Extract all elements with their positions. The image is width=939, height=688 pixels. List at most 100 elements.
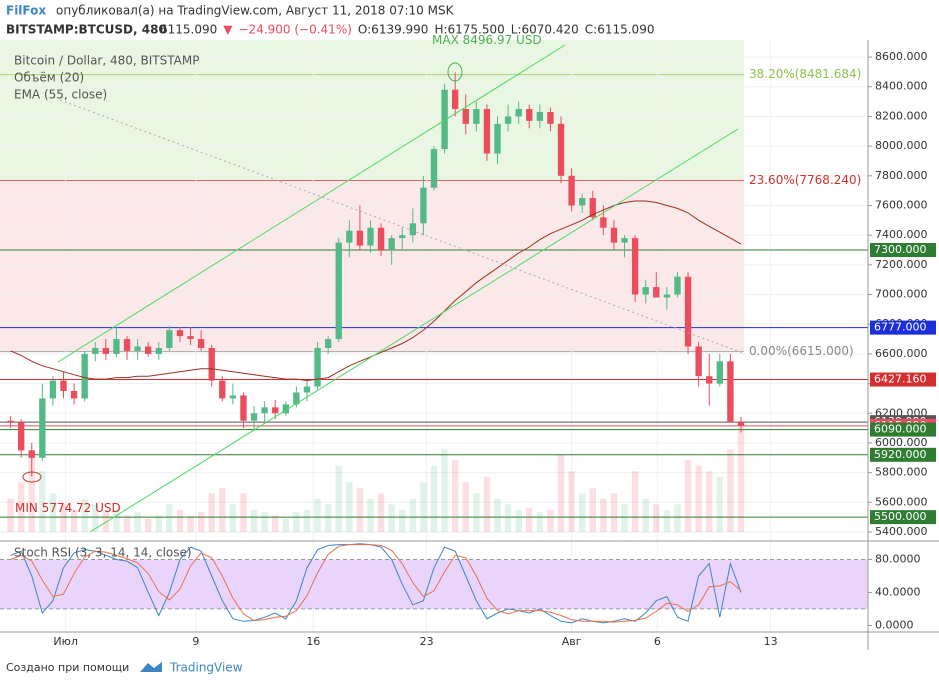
volume-bar xyxy=(579,493,586,532)
candle-body xyxy=(441,89,448,150)
fib-zone xyxy=(0,180,744,352)
candle-body xyxy=(92,347,99,354)
candle-body xyxy=(7,420,14,423)
price-pane xyxy=(0,40,872,632)
fib-label: 23.60%(7768.240) xyxy=(749,173,861,187)
candle-body xyxy=(155,347,162,354)
y-tick-label: 8600.000 xyxy=(875,50,928,63)
volume-bar xyxy=(399,509,406,532)
y-tick-label: 8400.000 xyxy=(875,80,928,93)
level-box xyxy=(870,243,936,258)
quote-item: ▼ xyxy=(223,23,233,37)
candle-body xyxy=(515,109,522,117)
y-tick-label: 5800.000 xyxy=(875,466,928,479)
candle-body xyxy=(409,223,417,236)
candle-body xyxy=(727,361,734,423)
level-box xyxy=(870,447,936,462)
fib-zone xyxy=(0,40,744,181)
candle-body xyxy=(282,404,289,414)
volume-bar xyxy=(642,498,649,532)
candle-body xyxy=(102,347,110,354)
candle-body xyxy=(388,238,395,251)
candle-body xyxy=(81,353,88,399)
footer-text: Создано при помощи xyxy=(6,661,129,674)
volume-bar xyxy=(462,482,469,532)
candle-body xyxy=(17,422,25,451)
volume-bar xyxy=(621,504,628,532)
volume-bar xyxy=(145,518,152,532)
legend-item: Bitcoin / Dollar, 480, BITSTAMP xyxy=(14,54,199,68)
quote-item: O:6139.990 xyxy=(358,23,429,37)
level-label: 5920.000 xyxy=(874,448,927,461)
author[interactable]: FilFox xyxy=(6,4,46,18)
candle-body xyxy=(272,407,279,414)
volume-bar xyxy=(155,515,162,532)
candle-body xyxy=(568,175,575,206)
volume-bar xyxy=(39,471,46,532)
level-label: 6090.000 xyxy=(874,423,927,436)
candle-body xyxy=(494,123,501,154)
volume-bar xyxy=(293,512,300,532)
volume-bar xyxy=(557,454,565,532)
candle-body xyxy=(547,111,554,124)
volume-bar xyxy=(451,460,459,532)
channel-upper xyxy=(57,44,566,363)
candle-body xyxy=(451,89,459,110)
candle-body xyxy=(166,330,173,348)
volume-bar xyxy=(589,487,596,532)
candle-body xyxy=(49,380,57,399)
candle-body xyxy=(589,198,596,218)
volume-bar xyxy=(536,512,544,532)
candle-body xyxy=(356,230,364,246)
legend-item: Объём (20) xyxy=(14,71,84,85)
legend-item: EMA (55, close) xyxy=(14,88,107,102)
volume-bar xyxy=(282,518,289,532)
pane-title: Stoch RSI (3, 3, 14, 14, close) xyxy=(14,546,192,560)
candle-body xyxy=(39,398,46,458)
volume-bar xyxy=(208,493,215,532)
volume-bar xyxy=(515,509,522,532)
candle-body xyxy=(430,149,438,188)
volume-bar xyxy=(716,476,723,532)
candle-body xyxy=(250,413,258,421)
volume-bar xyxy=(568,471,575,532)
candle-body xyxy=(303,386,311,393)
volume-bar xyxy=(123,515,131,532)
candle-body xyxy=(737,422,745,426)
x-tick-label: 13 xyxy=(764,635,778,648)
stoch-line xyxy=(10,543,742,624)
candle-body xyxy=(653,287,660,298)
candle-body xyxy=(663,294,671,298)
volume-bar xyxy=(684,460,692,532)
candle-body xyxy=(335,242,342,340)
volume-bar xyxy=(663,509,671,532)
y-tick-label: 8200.000 xyxy=(875,109,928,122)
candle-body xyxy=(324,339,332,348)
candle-body xyxy=(113,339,120,354)
volume-bar xyxy=(547,509,554,532)
volume-bar xyxy=(526,507,533,532)
candle-body xyxy=(70,390,78,399)
level-label: 6777.000 xyxy=(874,321,927,334)
volume-bar xyxy=(388,504,395,532)
quote-item: L:6070.420 xyxy=(511,23,579,37)
quote-item: C:6115.090 xyxy=(585,23,655,37)
candle-body xyxy=(261,407,268,414)
candle-body xyxy=(123,339,131,351)
volume-bar xyxy=(631,471,639,532)
candle-body xyxy=(695,346,702,377)
candle-body xyxy=(60,380,67,391)
y-tick-label: 7400.000 xyxy=(875,228,928,241)
x-tick-label: 23 xyxy=(420,635,434,648)
symbol: BITSTAMP:BTCUSD, 480 xyxy=(6,23,167,37)
max-label: MAX 8496.97 USD xyxy=(432,33,542,47)
footer-brand[interactable]: TradingView xyxy=(169,661,243,675)
y-tick-label: 80.0000 xyxy=(875,552,921,565)
y-tick-label: 6000.000 xyxy=(875,436,928,449)
candle-body xyxy=(197,339,205,348)
candle-body xyxy=(187,336,194,340)
candle-body xyxy=(367,227,374,246)
candle-body xyxy=(28,450,35,458)
level-label: 6427.160 xyxy=(874,373,927,386)
level-box xyxy=(870,372,936,387)
